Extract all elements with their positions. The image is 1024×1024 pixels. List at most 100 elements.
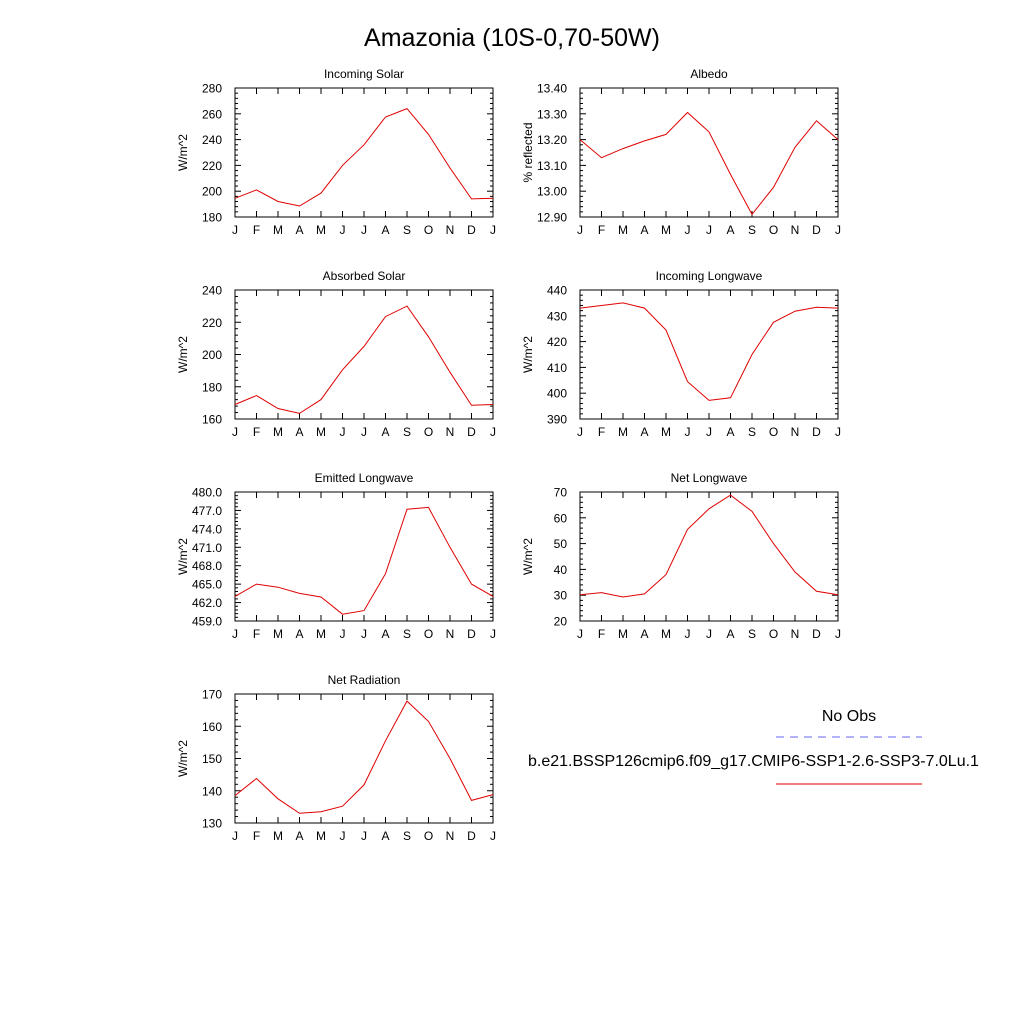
x-tick-label: J [361,829,367,843]
y-tick-label: 220 [202,316,222,330]
x-tick-label: F [253,627,260,641]
x-tick-label: S [403,425,411,439]
x-tick-label: N [446,627,455,641]
x-tick-label: J [232,425,238,439]
y-tick-label: 40 [554,563,568,577]
y-axis-label: W/m^2 [176,336,190,373]
y-tick-label: 160 [202,413,222,427]
y-tick-label: 200 [202,348,222,362]
x-tick-label: A [726,425,734,439]
x-tick-label: O [424,425,433,439]
x-tick-label: M [316,223,326,237]
x-tick-label: S [403,627,411,641]
panel-title: Incoming Solar [324,67,404,81]
x-tick-label: D [467,627,476,641]
series-line [234,700,494,814]
x-tick-label: A [295,829,303,843]
x-tick-label: O [424,829,433,843]
x-tick-label: S [403,223,411,237]
legend-obs-label: No Obs [822,708,876,725]
y-tick-label: 240 [202,284,222,298]
x-tick-label: O [424,223,433,237]
x-tick-label: M [316,425,326,439]
x-tick-label: J [340,627,346,641]
x-tick-label: J [232,627,238,641]
x-tick-label: M [316,627,326,641]
series-line [234,305,494,414]
y-tick-label: 200 [202,185,222,199]
legend-model-label: b.e21.BSSP126cmip6.f09_g17.CMIP6-SSP1-2.… [528,753,979,770]
x-tick-label: J [835,627,841,641]
x-tick-label: M [661,223,671,237]
x-tick-label: A [640,627,648,641]
y-tick-label: 220 [202,159,222,173]
plot-frame [234,289,494,420]
x-tick-label: A [726,627,734,641]
x-tick-label: J [361,223,367,237]
x-tick-label: D [812,425,821,439]
y-axis-label: W/m^2 [521,538,535,575]
y-axis-label: W/m^2 [176,134,190,171]
x-tick-label: A [381,829,389,843]
x-tick-label: O [769,223,778,237]
y-tick-label: 474.0 [192,522,222,536]
x-tick-label: M [661,425,671,439]
y-axis-label: W/m^2 [176,538,190,575]
x-tick-label: J [340,829,346,843]
plot-frame [234,491,494,622]
x-tick-label: J [490,425,496,439]
panel-title: Net Radiation [328,673,401,687]
x-tick-label: J [490,627,496,641]
x-tick-label: J [490,829,496,843]
plot-frame [579,491,839,622]
x-tick-label: J [232,829,238,843]
y-tick-label: 160 [202,720,222,734]
y-tick-label: 13.30 [537,107,567,121]
y-tick-label: 30 [554,589,568,603]
x-tick-label: M [618,425,628,439]
x-tick-label: A [381,425,389,439]
y-tick-label: 430 [547,309,567,323]
x-tick-label: M [273,223,283,237]
x-tick-label: J [835,425,841,439]
x-tick-label: A [295,425,303,439]
series-line [579,494,839,598]
y-tick-label: 12.90 [537,211,567,225]
y-tick-label: 13.40 [537,82,567,96]
x-tick-label: N [446,223,455,237]
x-tick-label: M [618,627,628,641]
panel-title: Albedo [690,67,728,81]
series-line [234,108,494,207]
y-axis-label: W/m^2 [521,336,535,373]
x-tick-label: J [577,425,583,439]
x-tick-label: J [706,627,712,641]
x-tick-label: F [253,425,260,439]
x-tick-label: J [685,627,691,641]
y-tick-label: 468.0 [192,559,222,573]
x-tick-label: A [295,627,303,641]
x-tick-label: N [791,425,800,439]
y-tick-label: 462.0 [192,596,222,610]
x-tick-label: J [490,223,496,237]
x-tick-label: N [446,829,455,843]
series-line [579,302,839,401]
x-tick-label: A [381,223,389,237]
y-tick-label: 420 [547,335,567,349]
x-tick-label: M [273,425,283,439]
x-tick-label: J [340,425,346,439]
x-tick-label: A [640,223,648,237]
x-tick-label: A [640,425,648,439]
x-tick-label: J [577,223,583,237]
plot-frame [234,693,494,824]
y-tick-label: 60 [554,511,568,525]
x-tick-label: A [726,223,734,237]
x-tick-label: N [791,223,800,237]
y-tick-label: 13.00 [537,185,567,199]
x-tick-label: D [467,223,476,237]
x-tick-label: A [295,223,303,237]
y-tick-label: 20 [554,615,568,629]
